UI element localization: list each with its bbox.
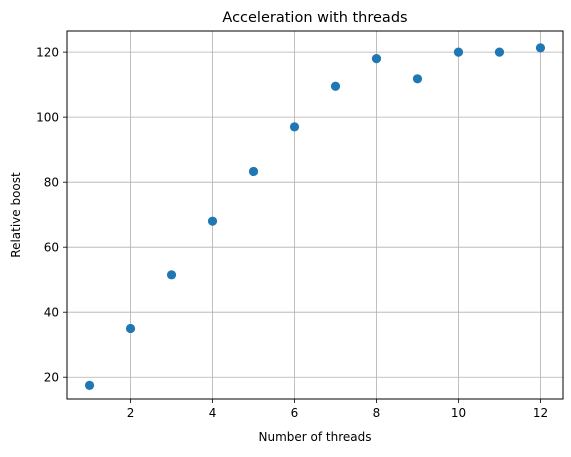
data-point [494,47,505,57]
points-layer [84,43,546,390]
data-point [453,47,464,57]
x-tick-label: 10 [451,406,466,420]
data-point [84,380,95,390]
ticks-layer: 2 4 6 8 10 12 20 40 60 80 100 120 [36,46,548,420]
x-tick-label: 6 [291,406,299,420]
data-point [125,323,136,334]
y-tick-label: 20 [44,371,59,385]
data-point [535,43,546,53]
y-axis-label: Relative boost [9,172,23,258]
y-tick-label: 40 [44,306,59,320]
data-point [330,81,341,91]
grid-layer [67,31,563,399]
chart-title: Acceleration with threads [222,10,407,26]
y-tick-label: 80 [44,176,59,190]
data-point [166,270,177,280]
y-tick-label: 100 [36,111,59,125]
data-point [248,166,259,177]
data-point [371,54,382,64]
x-axis-label: Number of threads [259,430,372,444]
x-tick-label: 2 [127,406,135,420]
x-tick-label: 12 [533,406,548,420]
x-tick-label: 8 [373,406,381,420]
data-point [207,216,218,226]
plot-frame [66,30,564,400]
x-tick-label: 4 [209,406,217,420]
data-point [412,74,423,84]
data-point [289,122,300,132]
y-tick-label: 120 [36,46,59,60]
y-tick-label: 60 [44,241,59,255]
